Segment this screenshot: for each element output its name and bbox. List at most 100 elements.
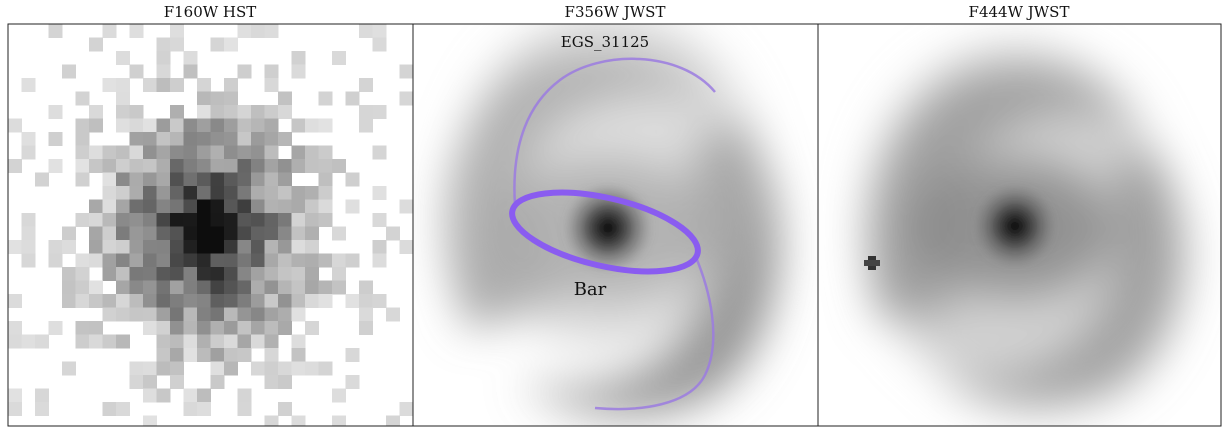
pixel	[170, 240, 184, 254]
pixel	[251, 362, 265, 376]
pixel	[292, 159, 306, 173]
pixel	[143, 200, 157, 214]
pixel	[170, 321, 184, 335]
pixel	[8, 402, 22, 416]
pixel	[197, 281, 211, 295]
pixel	[373, 213, 387, 227]
pixel	[103, 213, 117, 227]
pixel	[359, 308, 373, 322]
pixel	[130, 308, 144, 322]
pixel	[278, 254, 292, 268]
pixel	[238, 308, 252, 322]
pixel	[359, 321, 373, 335]
pixel	[184, 240, 198, 254]
pixel	[116, 308, 130, 322]
pixel	[143, 281, 157, 295]
pixel	[292, 362, 306, 376]
pixel	[143, 294, 157, 308]
pixel	[400, 200, 414, 214]
pixel	[130, 119, 144, 133]
pixel	[157, 362, 171, 376]
pixel	[103, 173, 117, 187]
pixel	[143, 227, 157, 241]
pixel	[116, 186, 130, 200]
pixel	[251, 119, 265, 133]
pixel	[265, 186, 279, 200]
pixel	[278, 362, 292, 376]
pixel	[116, 402, 130, 416]
pixel	[305, 281, 319, 295]
pixel	[251, 240, 265, 254]
pixel	[346, 173, 360, 187]
pixel	[76, 146, 90, 160]
pixel	[103, 146, 117, 160]
pixel	[130, 240, 144, 254]
pixel	[359, 119, 373, 133]
pixel	[238, 402, 252, 416]
pixel	[116, 200, 130, 214]
pixel	[157, 38, 171, 52]
pixel	[116, 227, 130, 241]
galaxy-id: EGS_31125	[561, 33, 649, 51]
pixel	[211, 348, 225, 362]
pixel	[265, 240, 279, 254]
pixel	[130, 254, 144, 268]
pixel	[103, 200, 117, 214]
pixel	[184, 119, 198, 133]
pixel	[184, 132, 198, 146]
pixel	[238, 227, 252, 241]
pixel	[238, 105, 252, 119]
pixel	[197, 132, 211, 146]
pixel	[224, 321, 238, 335]
pixel	[211, 105, 225, 119]
pixel	[22, 240, 36, 254]
pixel	[143, 173, 157, 187]
pixel	[197, 402, 211, 416]
pixel	[211, 38, 225, 52]
pixel	[278, 92, 292, 106]
pixel	[197, 159, 211, 173]
pixel	[22, 213, 36, 227]
pixel	[184, 159, 198, 173]
pixel	[103, 24, 117, 38]
pixel	[238, 213, 252, 227]
pixel	[278, 308, 292, 322]
pixel	[224, 38, 238, 52]
pixel	[184, 173, 198, 187]
pixel	[238, 254, 252, 268]
pixel	[278, 173, 292, 187]
pixel	[116, 267, 130, 281]
pixel	[265, 348, 279, 362]
pixel	[170, 146, 184, 160]
pixel	[319, 159, 333, 173]
pixel	[224, 308, 238, 322]
pixel	[319, 294, 333, 308]
pixel	[170, 335, 184, 349]
pixel	[211, 362, 225, 376]
pixel	[278, 375, 292, 389]
pixel	[143, 321, 157, 335]
pixel	[76, 267, 90, 281]
pixel	[197, 308, 211, 322]
pixel	[143, 213, 157, 227]
pixel	[130, 213, 144, 227]
pixel	[143, 78, 157, 92]
pixel	[116, 159, 130, 173]
pixel	[224, 146, 238, 160]
pixel	[211, 294, 225, 308]
pixel	[265, 213, 279, 227]
pixel	[143, 362, 157, 376]
pixel	[319, 92, 333, 106]
pixel	[238, 348, 252, 362]
pixel	[76, 92, 90, 106]
pixel	[89, 227, 103, 241]
pixel	[319, 213, 333, 227]
pixel	[170, 200, 184, 214]
pixel	[130, 173, 144, 187]
pixel	[278, 321, 292, 335]
pixel	[103, 159, 117, 173]
pixel	[22, 227, 36, 241]
pixel	[76, 132, 90, 146]
pixel	[89, 159, 103, 173]
pixel	[49, 321, 63, 335]
